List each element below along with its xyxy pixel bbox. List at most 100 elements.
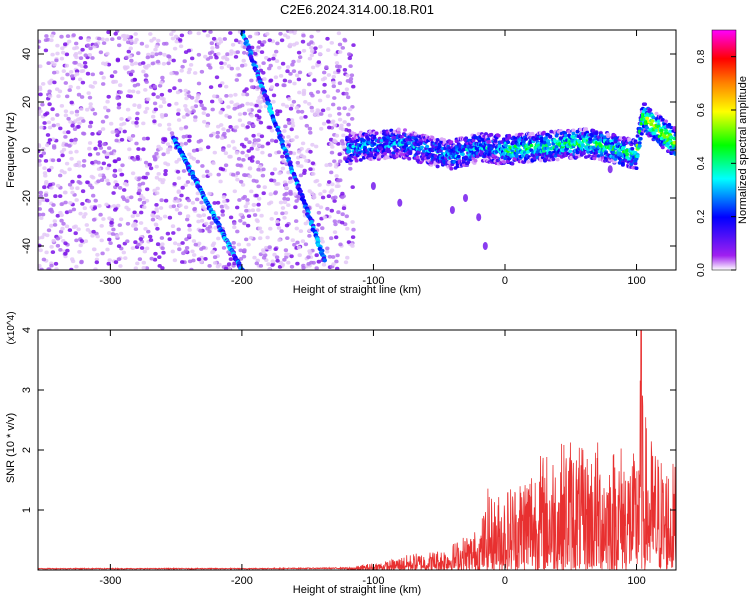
spectrogram-cell	[149, 38, 154, 43]
spectrogram-cell	[277, 109, 283, 114]
spectrogram-cell	[118, 127, 123, 131]
spectrogram-cell	[307, 126, 313, 131]
spectrogram-cell	[319, 236, 324, 241]
spectrogram-cell	[260, 150, 265, 155]
spectrogram-cell	[196, 52, 202, 57]
spectrogram-cell	[283, 211, 289, 215]
spectrogram-cell	[215, 200, 221, 205]
spectrogram-cell	[262, 40, 267, 44]
spectrogram-cell	[287, 121, 292, 126]
spectrogram-cell	[70, 190, 75, 195]
spectrogram-cell	[113, 70, 118, 74]
spectrogram-cell	[46, 228, 52, 233]
spectrogram-cell	[274, 255, 280, 260]
spectrogram-cell	[109, 74, 115, 79]
spectrogram-cell	[257, 164, 263, 169]
spectrogram-cell	[284, 186, 289, 190]
spectrogram-cell	[167, 88, 173, 93]
spectrogram-cell	[348, 77, 354, 81]
spectrogram-cell	[160, 75, 165, 80]
spectrogram-ridge-cell	[664, 119, 668, 124]
spectrogram-cell	[336, 178, 341, 183]
spectrogram-ridge-cell	[362, 138, 366, 143]
spectrogram-ridge-cell	[546, 146, 551, 151]
spectrogram-cell	[69, 100, 74, 105]
spectrogram-cell	[41, 147, 46, 152]
spectrogram-cell	[170, 36, 176, 41]
spectrogram-cell	[121, 250, 127, 255]
spectrogram-cell	[294, 135, 299, 139]
spectrogram-cell	[212, 201, 217, 205]
spectrogram-ridge-cell	[547, 142, 552, 147]
spectrogram-cell	[232, 261, 237, 266]
spectrogram-cell	[134, 120, 139, 125]
spectrogram-cell	[52, 223, 58, 227]
spectrogram-cell	[219, 204, 225, 209]
spectrogram-cell	[133, 32, 138, 36]
spectrogram-cell	[100, 251, 105, 256]
spectrogram-cell	[38, 201, 42, 206]
spectrogram-cell	[271, 56, 276, 61]
spectrogram-cell	[122, 188, 127, 192]
spectrogram-cell	[103, 105, 108, 110]
spectrogram-cell	[342, 68, 348, 72]
spectrogram-cell	[325, 36, 330, 41]
spectrogram-cell	[274, 49, 279, 54]
spectrogram-cell	[107, 146, 112, 151]
spectrogram-cell	[128, 46, 133, 51]
spectrogram-cell	[237, 198, 242, 202]
spectrogram-cell	[71, 207, 77, 212]
spectrogram-cell	[252, 138, 258, 143]
spectrogram-cell	[249, 146, 254, 151]
spectrogram-cell	[139, 41, 145, 46]
spectrogram-cell	[219, 136, 225, 141]
spectrogram-cell	[282, 257, 287, 262]
spectrogram-cell	[269, 138, 275, 143]
spectrogram-cell	[95, 252, 100, 257]
spectrogram-cell	[229, 100, 234, 104]
spectrogram-cell	[187, 233, 192, 238]
spectrogram-cell	[69, 74, 75, 78]
spectrogram-cell	[327, 125, 332, 130]
spectrogram-cell	[175, 199, 181, 204]
spectrogram-cell	[178, 38, 183, 42]
spectrogram-cell	[349, 73, 355, 78]
spectrogram-cell	[210, 249, 216, 254]
spectrogram-cell	[336, 68, 341, 73]
spectrogram-cell	[44, 34, 49, 38]
spectrogram-x-tick-label: 100	[627, 275, 645, 287]
spectrogram-cell	[75, 72, 80, 76]
spectrogram-cell	[348, 64, 353, 68]
spectrogram-cell	[334, 184, 340, 189]
spectrogram-cell	[240, 63, 245, 68]
spectrogram-cell	[131, 120, 136, 125]
spectrogram-cell	[242, 248, 247, 253]
spectrogram-cell	[196, 31, 201, 36]
spectrogram-cell	[55, 43, 60, 48]
spectrogram-cell	[155, 186, 160, 191]
spectrogram-cell	[318, 205, 324, 210]
spectrogram-cell	[294, 73, 300, 78]
spectrogram-ridge-cell	[489, 132, 494, 137]
spectrogram-cell	[199, 260, 204, 264]
spectrogram-cell	[310, 49, 315, 54]
spectrogram-ridge-cell	[543, 140, 547, 145]
spectrogram-cell	[107, 231, 112, 235]
spectrogram-cell	[146, 97, 151, 102]
spectrogram-cell	[322, 89, 327, 94]
spectrogram-cell	[296, 59, 301, 63]
spectrogram-cell	[289, 103, 295, 108]
spectrogram-cell	[216, 52, 221, 56]
spectrogram-cell	[127, 89, 132, 93]
spectrogram-cell	[50, 52, 55, 57]
spectrogram-cell	[41, 257, 47, 262]
spectrogram-cell	[340, 46, 345, 50]
spectrogram-cell	[159, 96, 164, 101]
spectrogram-cell	[69, 267, 74, 270]
spectrogram-cell	[91, 193, 96, 198]
spectrogram-ridge-cell	[551, 157, 556, 162]
spectrogram-ridge-cell	[643, 107, 647, 112]
spectrogram-cell	[42, 166, 47, 171]
spectrogram-cell	[308, 71, 313, 76]
spectrogram-cell	[172, 182, 177, 186]
